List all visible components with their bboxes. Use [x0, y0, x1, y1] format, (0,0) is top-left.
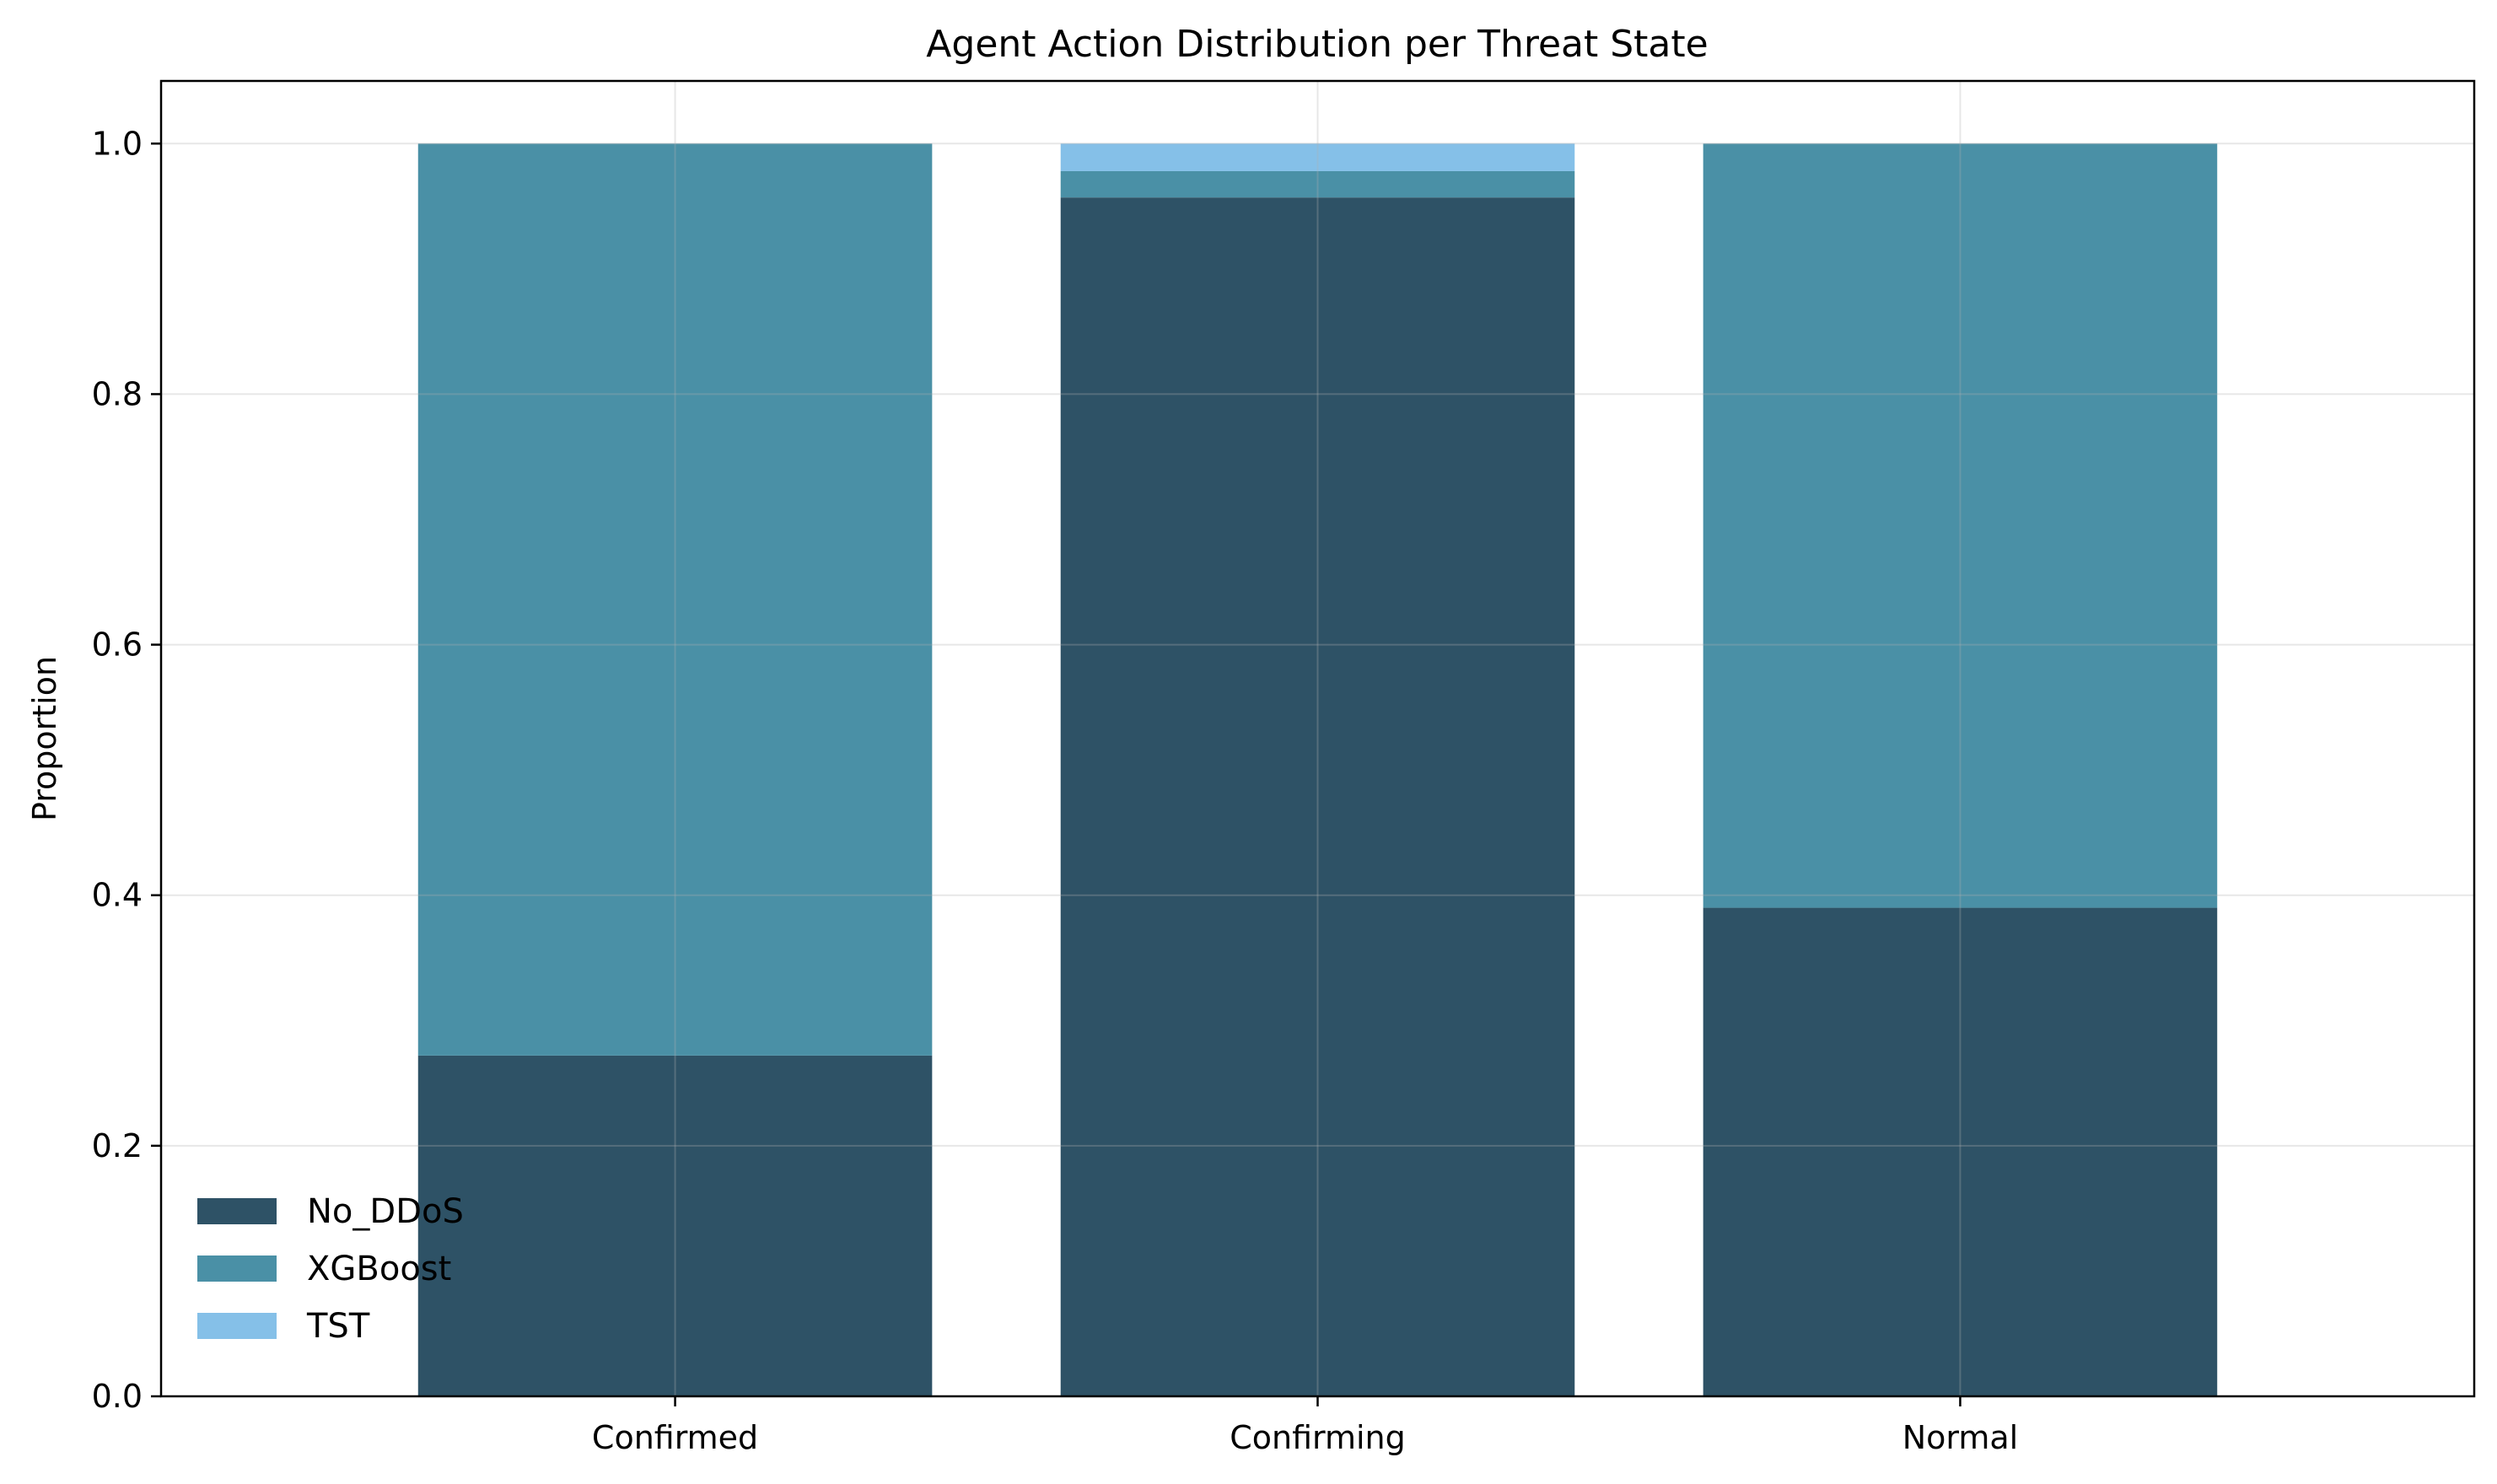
legend-label-xgboost: XGBoost	[307, 1250, 451, 1288]
bar-no-ddos-confirming	[1060, 197, 1575, 1397]
y-axis-label: Proportion	[26, 656, 63, 821]
bar-xgboost-normal	[1703, 143, 2218, 908]
y-tick-label: 0.0	[92, 1378, 143, 1415]
legend-label-tst: TST	[306, 1307, 370, 1346]
y-tick-label: 0.6	[92, 626, 143, 664]
bar-no-ddos-normal	[1703, 907, 2218, 1396]
x-axis: Confirmed Confirming Normal	[592, 1396, 2018, 1456]
legend-swatch-tst	[197, 1313, 277, 1339]
y-tick-label: 0.4	[92, 877, 143, 914]
bar-layer	[417, 143, 2218, 1397]
chart-title: Agent Action Distribution per Threat Sta…	[926, 23, 1708, 66]
legend: No_DDoS XGBoost TST	[197, 1192, 464, 1346]
bar-xgboost-confirmed	[417, 143, 933, 1056]
bar-no-ddos-confirmed	[417, 1055, 933, 1396]
legend-swatch-no-ddos	[197, 1198, 277, 1224]
legend-label-no-ddos: No_DDoS	[307, 1192, 464, 1231]
bar-xgboost-confirming	[1060, 170, 1575, 198]
x-tick-label-confirmed: Confirmed	[592, 1419, 758, 1456]
y-axis: 0.0 0.2 0.4 0.6 0.8 1.0	[92, 125, 161, 1415]
y-tick-label: 0.8	[92, 375, 143, 412]
bar-tst-confirming	[1060, 143, 1575, 171]
y-tick-label: 1.0	[92, 125, 143, 162]
x-tick-label-normal: Normal	[1902, 1419, 2019, 1456]
legend-swatch-xgboost	[197, 1255, 277, 1282]
y-tick-label: 0.2	[92, 1127, 143, 1164]
x-tick-label-confirming: Confirming	[1230, 1419, 1406, 1456]
